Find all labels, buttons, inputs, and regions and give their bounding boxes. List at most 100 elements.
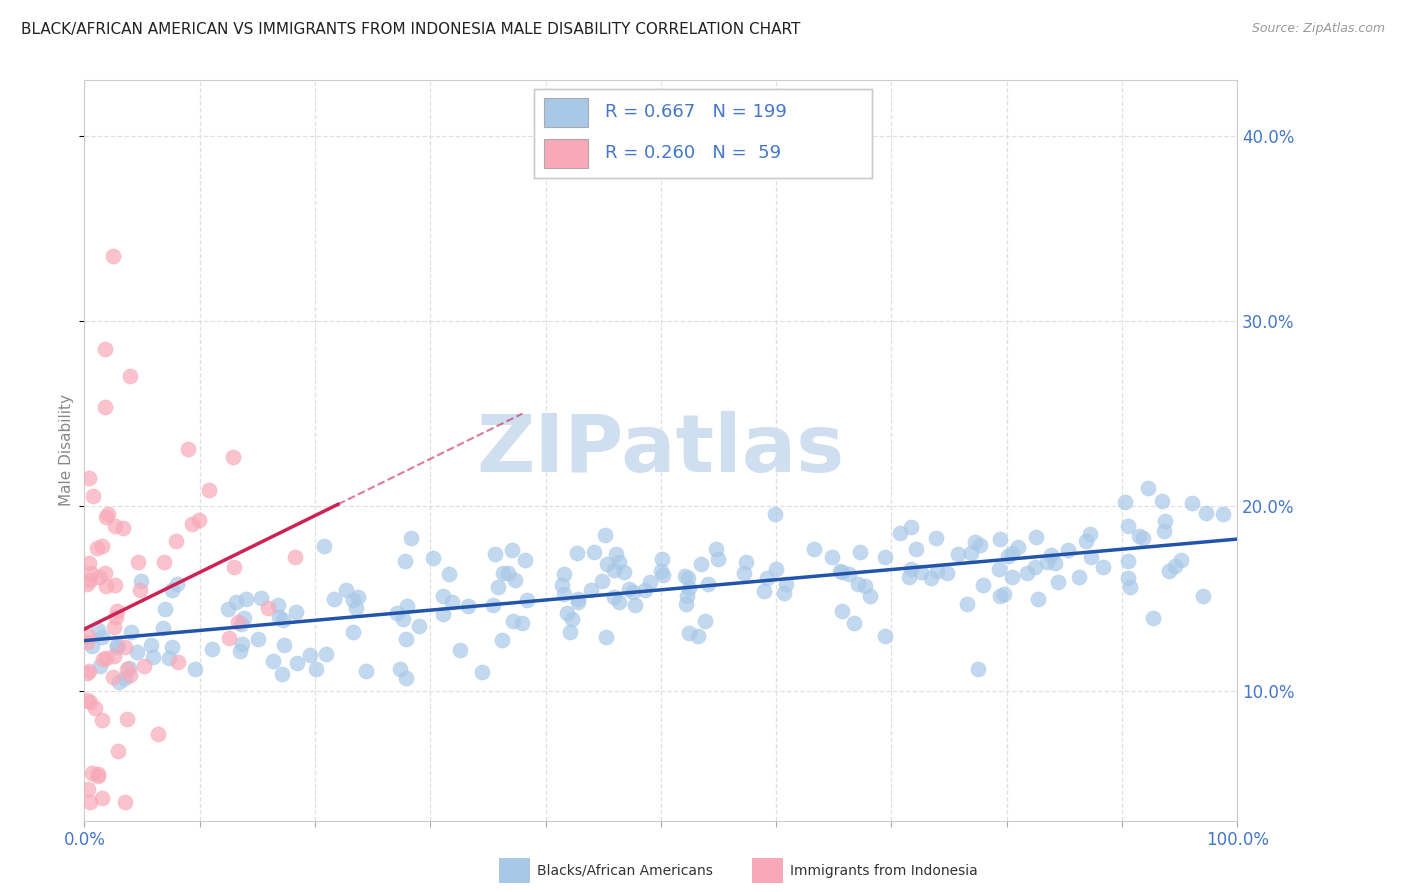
Point	[94, 509, 117, 524]
Text: ZIPatlas: ZIPatlas	[477, 411, 845, 490]
Point	[956, 597, 979, 611]
Point	[1017, 566, 1039, 580]
Point	[315, 647, 337, 661]
Point	[603, 591, 626, 605]
Point	[875, 629, 897, 643]
Point	[765, 562, 787, 576]
Point	[87, 624, 110, 638]
Point	[624, 598, 647, 612]
Point	[1116, 554, 1139, 568]
Point	[910, 565, 932, 579]
Point	[997, 549, 1019, 564]
Point	[142, 650, 165, 665]
Point	[596, 557, 619, 571]
Point	[132, 659, 155, 673]
Point	[1153, 524, 1175, 538]
Point	[177, 442, 200, 456]
Point	[688, 629, 710, 643]
Point	[583, 544, 606, 558]
Point	[1025, 530, 1047, 544]
Point	[105, 605, 128, 619]
Point	[77, 782, 100, 797]
Point	[76, 665, 98, 680]
Point	[650, 564, 672, 578]
Point	[188, 513, 211, 527]
Point	[1118, 581, 1140, 595]
Point	[80, 765, 103, 780]
Point	[395, 632, 418, 646]
Text: R = 0.667   N = 199: R = 0.667 N = 199	[605, 103, 787, 121]
Point	[501, 543, 523, 558]
Point	[640, 574, 662, 589]
Point	[516, 592, 538, 607]
Point	[107, 640, 129, 655]
Point	[935, 566, 957, 580]
Point	[117, 662, 139, 676]
Point	[621, 585, 644, 599]
Text: Blacks/African Americans: Blacks/African Americans	[537, 863, 713, 878]
Point	[93, 652, 115, 666]
Point	[595, 630, 617, 644]
Point	[91, 539, 114, 553]
Point	[821, 549, 844, 564]
Point	[79, 795, 101, 809]
Point	[79, 695, 101, 709]
Point	[1118, 571, 1140, 585]
Point	[229, 643, 252, 657]
Point	[184, 662, 207, 676]
Point	[946, 547, 969, 561]
Point	[503, 573, 526, 587]
Point	[89, 658, 111, 673]
Point	[155, 602, 177, 616]
Point	[969, 538, 991, 552]
Point	[925, 532, 948, 546]
Point	[167, 656, 190, 670]
Point	[897, 570, 920, 584]
Point	[201, 641, 224, 656]
Point	[440, 595, 463, 609]
Point	[285, 656, 308, 670]
Point	[125, 645, 148, 659]
Point	[607, 555, 630, 569]
Point	[553, 567, 575, 582]
Point	[344, 601, 367, 615]
Point	[432, 607, 454, 622]
Point	[285, 605, 308, 619]
Point	[262, 654, 284, 668]
Point	[900, 562, 922, 576]
FancyBboxPatch shape	[544, 139, 588, 168]
Point	[1043, 556, 1066, 570]
Point	[139, 638, 162, 652]
Point	[1116, 519, 1139, 533]
Text: BLACK/AFRICAN AMERICAN VS IMMIGRANTS FROM INDONESIA MALE DISABILITY CORRELATION : BLACK/AFRICAN AMERICAN VS IMMIGRANTS FRO…	[21, 22, 800, 37]
Point	[1078, 527, 1101, 541]
Point	[82, 490, 104, 504]
Point	[129, 574, 152, 588]
FancyBboxPatch shape	[544, 98, 588, 127]
Point	[988, 589, 1011, 603]
Point	[87, 767, 110, 781]
Point	[120, 624, 142, 639]
Point	[553, 587, 575, 601]
Point	[394, 671, 416, 685]
Point	[76, 577, 98, 591]
Point	[1136, 481, 1159, 495]
Point	[107, 744, 129, 758]
Point	[103, 620, 125, 634]
Point	[831, 565, 853, 579]
Point	[959, 546, 981, 560]
Point	[693, 614, 716, 628]
Point	[385, 606, 408, 620]
Point	[127, 555, 149, 569]
Point	[249, 591, 271, 605]
Point	[567, 595, 589, 609]
Text: R = 0.260   N =  59: R = 0.260 N = 59	[605, 144, 782, 162]
Point	[166, 577, 188, 591]
Point	[114, 795, 136, 809]
Point	[347, 590, 370, 604]
Point	[94, 650, 117, 665]
Point	[120, 668, 142, 682]
Point	[312, 539, 335, 553]
Point	[1001, 570, 1024, 584]
Point	[491, 632, 513, 647]
